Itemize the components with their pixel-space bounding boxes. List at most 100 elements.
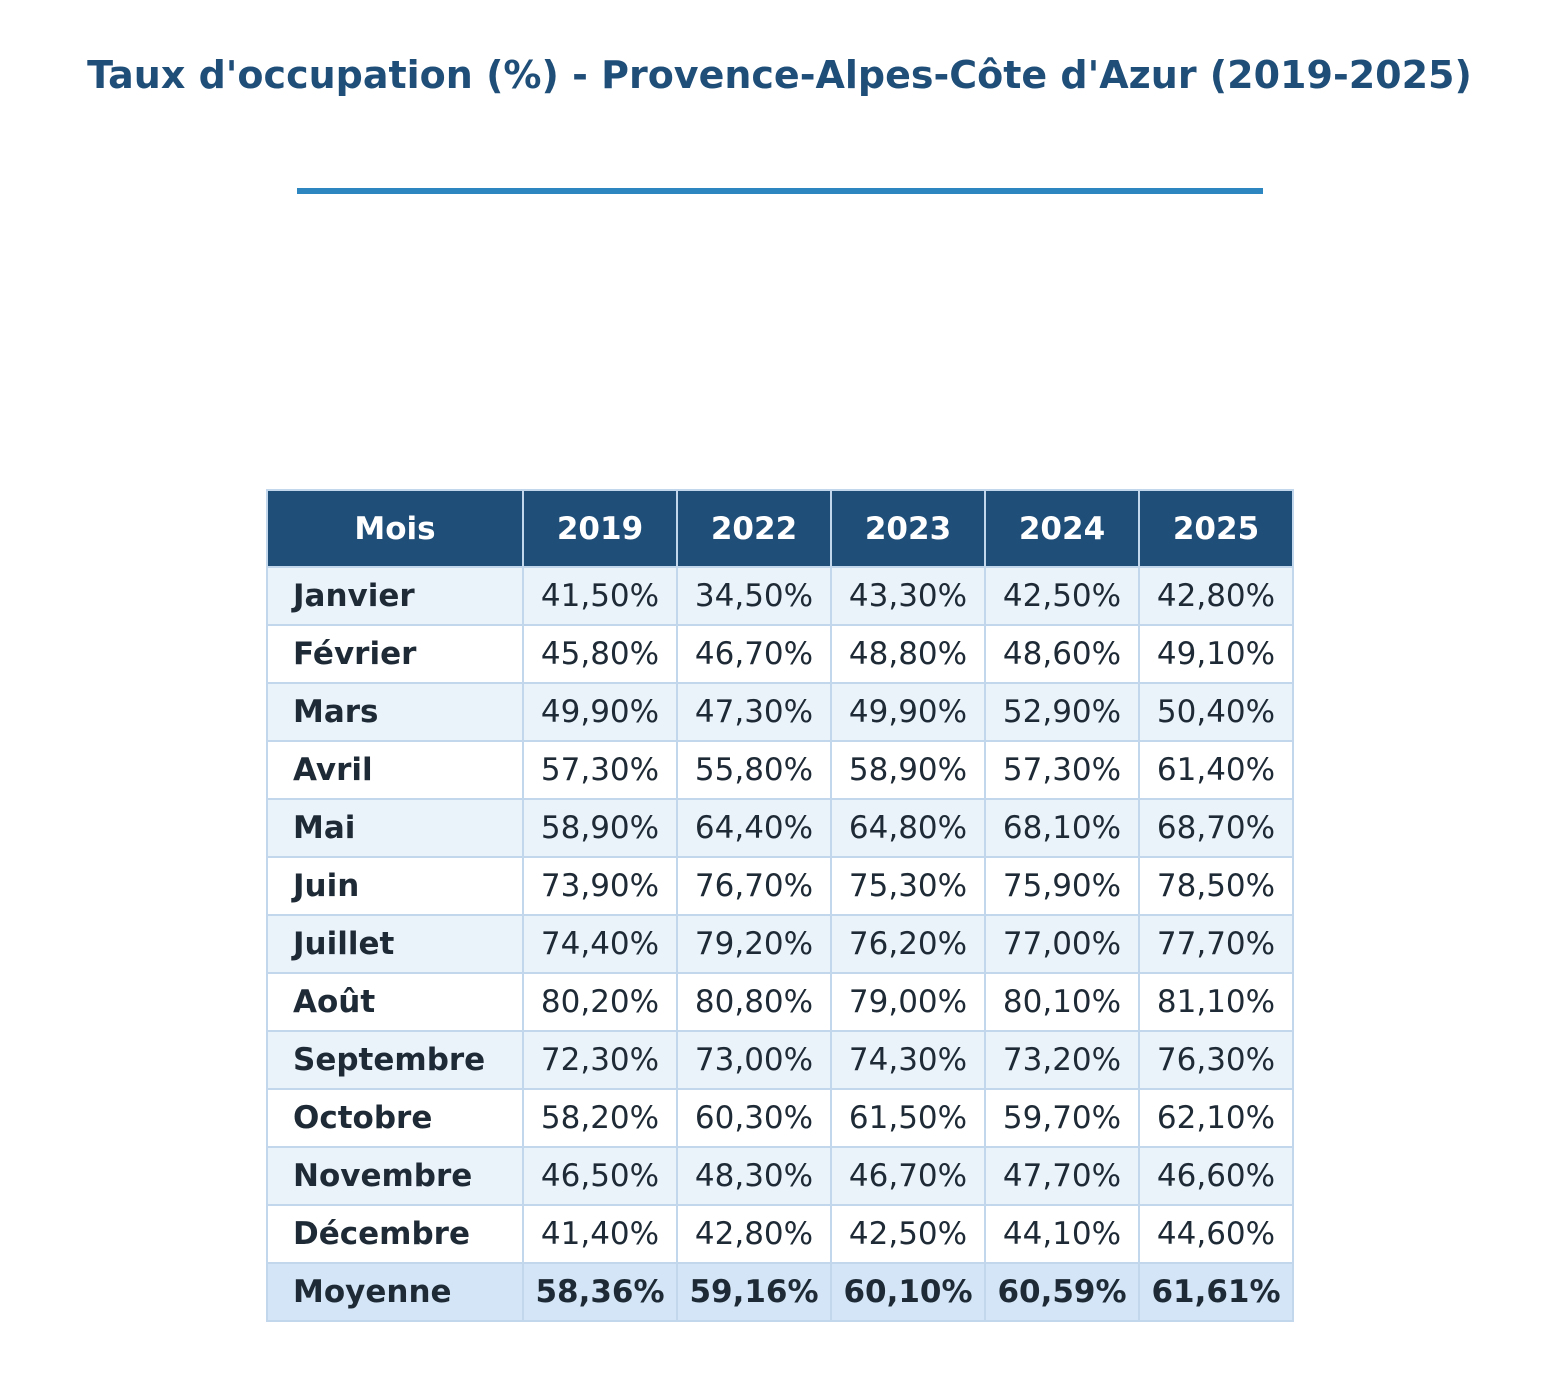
average-value-cell: 59,16% (676, 1262, 832, 1322)
month-cell: Août (266, 972, 524, 1032)
average-value-cell: 60,10% (830, 1262, 986, 1322)
header-cell-year: 2024 (984, 489, 1140, 568)
value-cell: 78,50% (1138, 856, 1294, 916)
value-cell: 55,80% (676, 740, 832, 800)
table-row: Février 45,80% 46,70% 48,80% 48,60% 49,10% (266, 624, 1294, 684)
table-row: Septembre 72,30% 73,00% 74,30% 73,20% 76,30% (266, 1030, 1294, 1090)
value-cell: 45,80% (522, 624, 678, 684)
value-cell: 81,10% (1138, 972, 1294, 1032)
value-cell: 72,30% (522, 1030, 678, 1090)
table-row: Mars 49,90% 47,30% 49,90% 52,90% 50,40% (266, 682, 1294, 742)
value-cell: 79,20% (676, 914, 832, 974)
month-cell: Septembre (266, 1030, 524, 1090)
value-cell: 52,90% (984, 682, 1140, 742)
table-row: Décembre 41,40% 42,80% 42,50% 44,10% 44,60% (266, 1204, 1294, 1264)
value-cell: 76,30% (1138, 1030, 1294, 1090)
value-cell: 80,20% (522, 972, 678, 1032)
value-cell: 44,60% (1138, 1204, 1294, 1264)
value-cell: 74,40% (522, 914, 678, 974)
header-cell-year: 2019 (522, 489, 678, 568)
table-row: Mai 58,90% 64,40% 64,80% 68,10% 68,70% (266, 798, 1294, 858)
value-cell: 75,30% (830, 856, 986, 916)
value-cell: 50,40% (1138, 682, 1294, 742)
month-cell: Avril (266, 740, 524, 800)
value-cell: 48,30% (676, 1146, 832, 1206)
value-cell: 42,50% (984, 566, 1140, 626)
month-cell: Octobre (266, 1088, 524, 1148)
value-cell: 61,50% (830, 1088, 986, 1148)
value-cell: 42,80% (1138, 566, 1294, 626)
value-cell: 42,80% (676, 1204, 832, 1264)
month-cell: Décembre (266, 1204, 524, 1264)
value-cell: 73,00% (676, 1030, 832, 1090)
table-header-row: Mois 2019 2022 2023 2024 2025 (266, 489, 1294, 568)
title-underline (297, 188, 1263, 194)
value-cell: 74,30% (830, 1030, 986, 1090)
header-cell-year: 2025 (1138, 489, 1294, 568)
value-cell: 58,20% (522, 1088, 678, 1148)
value-cell: 41,50% (522, 566, 678, 626)
month-cell: Février (266, 624, 524, 684)
value-cell: 49,90% (522, 682, 678, 742)
value-cell: 77,70% (1138, 914, 1294, 974)
occupancy-table: Mois 2019 2022 2023 2024 2025 Janvier 41,… (266, 489, 1294, 1322)
value-cell: 80,80% (676, 972, 832, 1032)
value-cell: 47,70% (984, 1146, 1140, 1206)
month-cell: Juin (266, 856, 524, 916)
value-cell: 46,50% (522, 1146, 678, 1206)
table-body: Janvier 41,50% 34,50% 43,30% 42,50% 42,80% Fév… (266, 566, 1294, 1322)
value-cell: 73,20% (984, 1030, 1140, 1090)
average-value-cell: 60,59% (984, 1262, 1140, 1322)
value-cell: 57,30% (522, 740, 678, 800)
average-row: Moyenne 58,36% 59,16% 60,10% 60,59% 61,61% (266, 1262, 1294, 1322)
header-cell-year: 2022 (676, 489, 832, 568)
table-row: Juin 73,90% 76,70% 75,30% 75,90% 78,50% (266, 856, 1294, 916)
value-cell: 58,90% (522, 798, 678, 858)
table-row: Août 80,20% 80,80% 79,00% 80,10% 81,10% (266, 972, 1294, 1032)
value-cell: 76,70% (676, 856, 832, 916)
table-row: Juillet 74,40% 79,20% 76,20% 77,00% 77,70% (266, 914, 1294, 974)
value-cell: 46,70% (830, 1146, 986, 1206)
month-cell: Mai (266, 798, 524, 858)
average-value-cell: 58,36% (522, 1262, 678, 1322)
value-cell: 49,90% (830, 682, 986, 742)
value-cell: 46,70% (676, 624, 832, 684)
month-cell: Juillet (266, 914, 524, 974)
table-row: Avril 57,30% 55,80% 58,90% 57,30% 61,40% (266, 740, 1294, 800)
value-cell: 64,80% (830, 798, 986, 858)
value-cell: 46,60% (1138, 1146, 1294, 1206)
table-row: Novembre 46,50% 48,30% 46,70% 47,70% 46,60% (266, 1146, 1294, 1206)
average-value-cell: 61,61% (1138, 1262, 1294, 1322)
value-cell: 48,60% (984, 624, 1140, 684)
value-cell: 77,00% (984, 914, 1140, 974)
value-cell: 62,10% (1138, 1088, 1294, 1148)
value-cell: 61,40% (1138, 740, 1294, 800)
value-cell: 76,20% (830, 914, 986, 974)
value-cell: 44,10% (984, 1204, 1140, 1264)
header-cell-month: Mois (266, 489, 524, 568)
value-cell: 79,00% (830, 972, 986, 1032)
value-cell: 34,50% (676, 566, 832, 626)
value-cell: 43,30% (830, 566, 986, 626)
value-cell: 80,10% (984, 972, 1140, 1032)
value-cell: 42,50% (830, 1204, 986, 1264)
table-row: Octobre 58,20% 60,30% 61,50% 59,70% 62,10% (266, 1088, 1294, 1148)
value-cell: 60,30% (676, 1088, 832, 1148)
value-cell: 49,10% (1138, 624, 1294, 684)
value-cell: 48,80% (830, 624, 986, 684)
value-cell: 59,70% (984, 1088, 1140, 1148)
header-cell-year: 2023 (830, 489, 986, 568)
value-cell: 47,30% (676, 682, 832, 742)
value-cell: 68,70% (1138, 798, 1294, 858)
value-cell: 58,90% (830, 740, 986, 800)
value-cell: 73,90% (522, 856, 678, 916)
value-cell: 64,40% (676, 798, 832, 858)
average-label-cell: Moyenne (266, 1262, 524, 1322)
table-row: Janvier 41,50% 34,50% 43,30% 42,50% 42,80% (266, 566, 1294, 626)
month-cell: Novembre (266, 1146, 524, 1206)
month-cell: Mars (266, 682, 524, 742)
value-cell: 41,40% (522, 1204, 678, 1264)
value-cell: 68,10% (984, 798, 1140, 858)
month-cell: Janvier (266, 566, 524, 626)
value-cell: 75,90% (984, 856, 1140, 916)
